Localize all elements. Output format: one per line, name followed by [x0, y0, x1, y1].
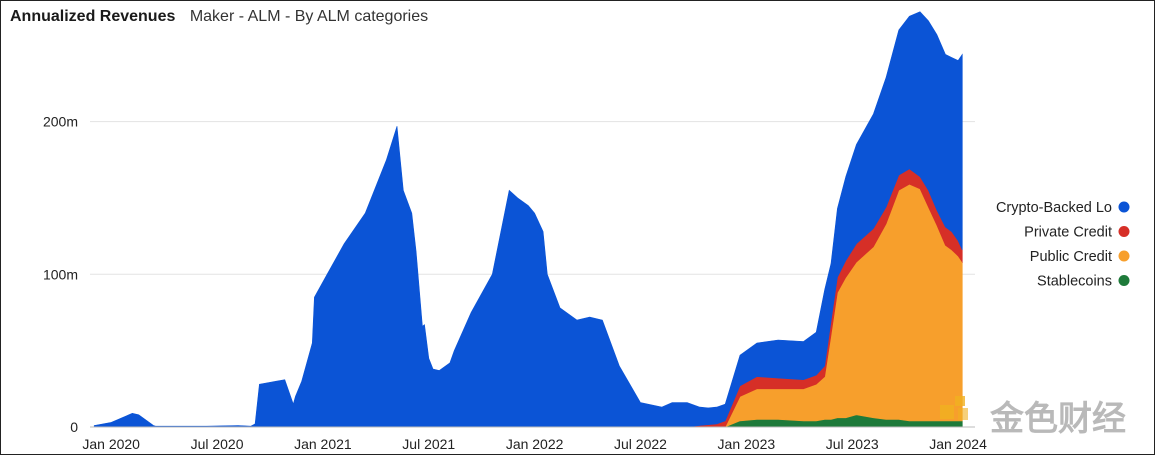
- legend-swatch[interactable]: [1118, 226, 1130, 237]
- legend-swatch[interactable]: [1118, 201, 1130, 213]
- watermark: 金色财经: [940, 396, 1126, 438]
- legend-label[interactable]: Stablecoins: [1037, 274, 1112, 290]
- x-tick-label: Jan 2024: [929, 436, 987, 452]
- x-tick-label: Jan 2022: [506, 436, 564, 452]
- x-tick-label: Jan 2020: [82, 436, 140, 452]
- y-tick-label: 200m: [43, 114, 78, 130]
- watermark-text: 金色财经: [989, 399, 1126, 438]
- x-tick-label: Jul 2021: [402, 436, 455, 452]
- y-tick-label: 0: [70, 419, 78, 435]
- chart-title: Annualized Revenues: [10, 8, 176, 25]
- area-series: [93, 11, 963, 428]
- watermark-logo-icon: [940, 396, 968, 420]
- legend[interactable]: Crypto-Backed Lo Private Credit Public Cre…: [996, 200, 1130, 290]
- x-tick-label: Jan 2021: [294, 436, 352, 452]
- legend-label[interactable]: Public Credit: [1030, 249, 1112, 265]
- x-tick-label: Jul 2023: [826, 436, 879, 452]
- x-tick-label: Jan 2023: [718, 436, 776, 452]
- chart-header: Annualized Revenues Maker - ALM - By ALM…: [10, 8, 428, 26]
- legend-swatch[interactable]: [1118, 250, 1130, 262]
- chart-subtitle: Maker - ALM - By ALM categories: [189, 8, 429, 25]
- x-tick-label: Jul 2022: [614, 436, 667, 452]
- legend-swatch[interactable]: [1118, 275, 1130, 286]
- axes: 0 100m 200m Jan 2020 Jul 2020 Jan 2021 Jul 202…: [43, 114, 987, 452]
- legend-label[interactable]: Crypto-Backed Lo: [996, 200, 1112, 216]
- legend-label[interactable]: Private Credit: [1024, 225, 1112, 241]
- y-tick-label: 100m: [43, 266, 78, 282]
- x-tick-label: Jul 2020: [191, 436, 244, 452]
